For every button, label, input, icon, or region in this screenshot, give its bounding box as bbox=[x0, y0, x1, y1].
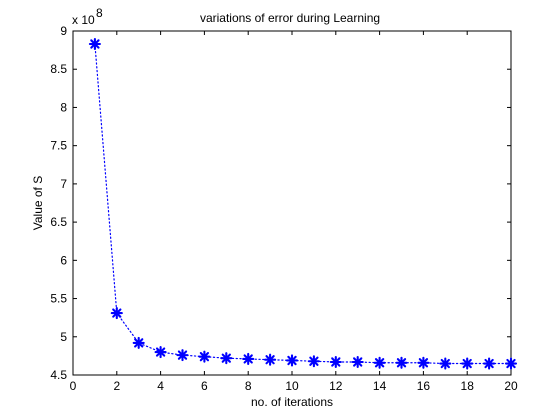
data-point-13 bbox=[351, 355, 364, 369]
x-tick-label-7: 14 bbox=[373, 379, 387, 393]
data-point-10 bbox=[285, 354, 299, 367]
x-axis: 0 2 4 6 8 10 12 14 16 18 20 bbox=[70, 31, 518, 393]
data-point-9 bbox=[264, 353, 277, 366]
y-axis-multiplier: x 10 8 bbox=[72, 6, 103, 27]
x-axis-label: no. of iterations bbox=[251, 395, 333, 409]
data-point-1 bbox=[88, 37, 101, 51]
data-point-16 bbox=[417, 356, 430, 369]
data-point-7 bbox=[220, 352, 233, 365]
y-axis-label: Value of S bbox=[31, 176, 45, 230]
data-point-17 bbox=[439, 357, 452, 370]
data-point-20 bbox=[504, 357, 518, 370]
y-tick-label-6: 7.5 bbox=[50, 139, 67, 153]
x-tick-label-4: 8 bbox=[245, 379, 252, 393]
y-tick-label-1: 5 bbox=[60, 330, 67, 344]
y-tick-label-2: 5.5 bbox=[50, 292, 67, 306]
y-tick-label-9: 9 bbox=[60, 24, 67, 38]
data-point-5 bbox=[176, 349, 189, 362]
data-point-11 bbox=[307, 355, 320, 368]
y-axis-multiplier-base: x 10 bbox=[72, 13, 95, 27]
y-tick-label-0: 4.5 bbox=[50, 368, 67, 382]
data-point-12 bbox=[329, 355, 342, 369]
x-tick-label-2: 4 bbox=[157, 379, 164, 393]
y-tick-label-5: 7 bbox=[60, 177, 67, 191]
data-point-15 bbox=[395, 356, 408, 369]
y-tick-label-7: 8 bbox=[60, 100, 67, 114]
x-tick-label-9: 18 bbox=[461, 379, 475, 393]
y-tick-label-8: 8.5 bbox=[50, 62, 67, 76]
plot-border bbox=[72, 30, 512, 376]
x-tick-label-0: 0 bbox=[70, 379, 77, 393]
y-axis: 4.5 5 5.5 6 6.5 7 7.5 8 8.5 9 bbox=[50, 24, 511, 382]
y-tick-label-4: 6.5 bbox=[50, 215, 67, 229]
x-tick-label-10: 20 bbox=[504, 379, 518, 393]
x-tick-label-8: 16 bbox=[417, 379, 431, 393]
data-point-6 bbox=[198, 350, 211, 363]
plot-area bbox=[72, 30, 512, 376]
data-point-18 bbox=[461, 357, 474, 370]
data-point-4 bbox=[154, 346, 167, 359]
data-point-2 bbox=[110, 307, 123, 320]
data-point-8 bbox=[242, 352, 255, 365]
series-group bbox=[88, 37, 518, 370]
data-point-3 bbox=[132, 336, 145, 349]
x-tick-label-5: 10 bbox=[285, 379, 299, 393]
chart-title: variations of error during Learning bbox=[200, 11, 380, 25]
x-tick-label-6: 12 bbox=[329, 379, 343, 393]
x-tick-label-3: 6 bbox=[201, 379, 208, 393]
y-axis-multiplier-exponent: 8 bbox=[96, 6, 103, 20]
data-point-14 bbox=[373, 356, 386, 369]
data-point-19 bbox=[483, 357, 496, 370]
y-tick-label-3: 6 bbox=[60, 253, 67, 267]
x-tick-label-1: 2 bbox=[113, 379, 120, 393]
